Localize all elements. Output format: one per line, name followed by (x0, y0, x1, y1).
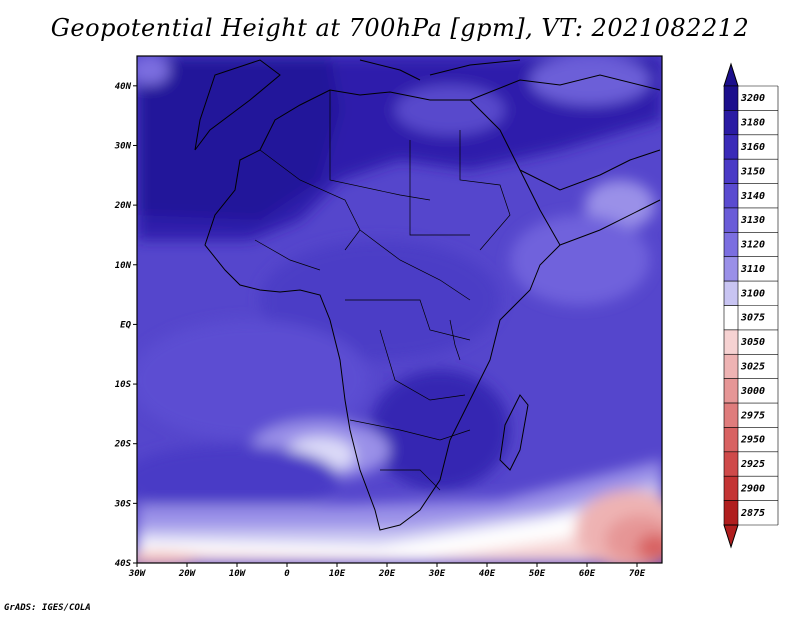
colorbar: 3200 3180 3160 3150 3140 3130 3120 3110 3100 3075… (723, 62, 779, 549)
colorbar-label: 3110 (740, 264, 765, 275)
lon-label: 70E (629, 569, 646, 579)
colorbar-label: 3150 (740, 166, 765, 177)
colorbar-label: 3140 (740, 191, 765, 202)
colorbar-label: 3050 (740, 337, 765, 348)
latitude-axis: 40N 30N 20N 10N EQ 10S 20S 30S 40S (114, 82, 137, 569)
colorbar-top-arrow (723, 62, 739, 87)
longitude-axis: 30W 20W 10W 0 10E 20E 30E 40E 50E 60E 70E (128, 563, 646, 579)
colorbar-label: 2925 (740, 459, 765, 470)
colorbar-label: 3130 (740, 215, 765, 226)
colorbar-bottom-arrow (723, 524, 739, 549)
colorbar-label: 2975 (740, 410, 765, 421)
lat-label: 30S (114, 499, 132, 509)
colorbar-swatch (723, 353, 739, 379)
colorbar-label: 3160 (740, 142, 765, 153)
lat-label: 40N (115, 82, 132, 92)
lat-label: EQ (120, 320, 131, 330)
country-borders (254, 90, 511, 491)
colorbar-label: 3200 (740, 93, 765, 104)
lat-label: 10S (115, 380, 132, 390)
lon-label: 20W (178, 569, 197, 579)
colorbar-swatch (723, 402, 739, 428)
lon-label: 10W (229, 569, 247, 579)
colorbar-label: 2900 (740, 483, 765, 494)
colorbar-swatch (723, 158, 739, 184)
map-title: Geopotential Height at 700hPa [gpm], VT:… (50, 14, 750, 42)
colorbar-swatch (723, 305, 739, 331)
colorbar-swatch (723, 475, 739, 501)
lon-label: 30W (128, 569, 147, 579)
lon-label: 10E (329, 569, 346, 579)
lat-label: 30N (114, 141, 132, 151)
colorbar-label: 3000 (740, 386, 765, 397)
colorbar-swatch (723, 500, 739, 526)
colorbar-label: 3025 (740, 361, 765, 372)
plot-frame (136, 55, 663, 564)
colorbar-label: 3180 (740, 118, 765, 129)
colorbar-swatch (723, 110, 739, 136)
colorbar-swatch (723, 85, 739, 111)
colorbar-swatch (723, 427, 739, 453)
colorbar-swatch (723, 134, 739, 160)
colorbar-label: 3075 (740, 313, 765, 324)
colorbar-swatch (723, 280, 739, 306)
colorbar-swatch (723, 232, 739, 258)
colorbar-label: 2875 (740, 508, 765, 519)
lon-label: 20E (378, 569, 396, 579)
colorbar-swatch (723, 207, 739, 233)
colorbar-swatch (723, 256, 739, 282)
lat-label: 40S (115, 559, 132, 569)
colorbar-swatch (723, 451, 739, 477)
lon-label: 0 (284, 569, 290, 579)
colorbar-swatch (723, 329, 739, 355)
height-field (137, 56, 662, 563)
lat-label: 20S (114, 440, 132, 450)
coastlines (194, 59, 661, 531)
lon-label: 60E (579, 569, 596, 579)
lon-label: 50E (529, 569, 546, 579)
colorbar-swatch (723, 183, 739, 209)
colorbar-label: 3100 (740, 288, 765, 299)
grads-credit: GrADS: IGES/COLA (4, 603, 91, 613)
colorbar-label: 3120 (740, 240, 765, 251)
colorbar-swatch (723, 378, 739, 404)
lat-label: 10N (115, 261, 132, 271)
lon-label: 30E (428, 569, 446, 579)
colorbar-label: 2950 (740, 435, 765, 446)
lat-label: 20N (114, 201, 132, 211)
lon-label: 40E (479, 569, 496, 579)
